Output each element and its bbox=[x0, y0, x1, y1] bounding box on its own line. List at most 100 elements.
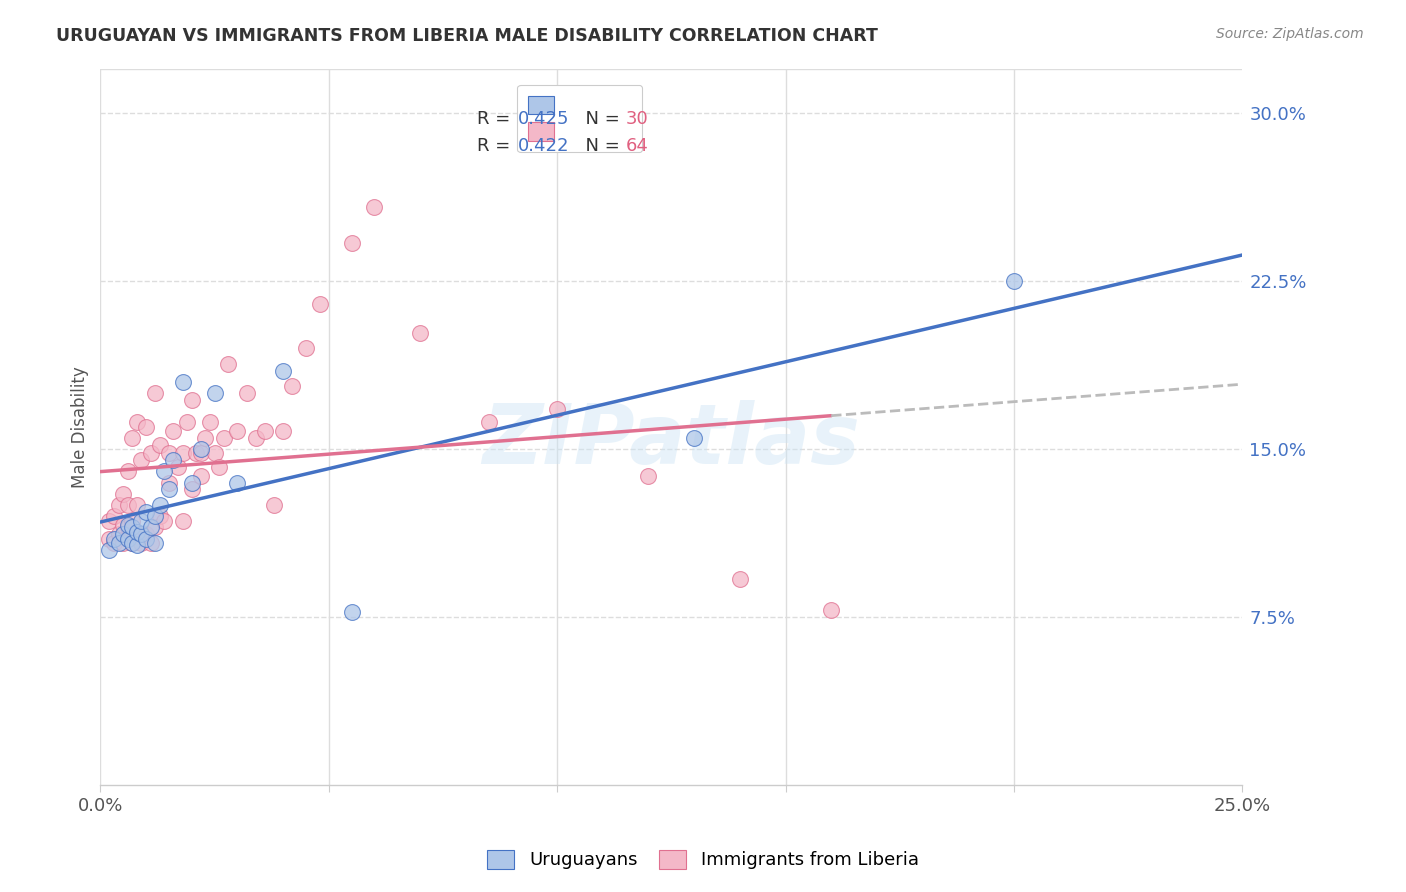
Point bbox=[121, 536, 143, 550]
Point bbox=[135, 532, 157, 546]
Text: URUGUAYAN VS IMMIGRANTS FROM LIBERIA MALE DISABILITY CORRELATION CHART: URUGUAYAN VS IMMIGRANTS FROM LIBERIA MAL… bbox=[56, 27, 879, 45]
Text: 30: 30 bbox=[626, 110, 648, 128]
Text: R =: R = bbox=[477, 110, 516, 128]
Point bbox=[190, 442, 212, 456]
Point bbox=[190, 468, 212, 483]
Point bbox=[131, 536, 153, 550]
Point bbox=[217, 357, 239, 371]
Point bbox=[112, 487, 135, 501]
Point bbox=[117, 520, 139, 534]
Point bbox=[117, 498, 139, 512]
Point bbox=[98, 542, 121, 557]
Point bbox=[117, 532, 139, 546]
Point bbox=[167, 459, 190, 474]
Point bbox=[121, 520, 143, 534]
Point bbox=[143, 509, 166, 524]
Point bbox=[139, 446, 162, 460]
Text: N =: N = bbox=[574, 110, 626, 128]
Point bbox=[212, 431, 235, 445]
Point bbox=[153, 464, 176, 478]
Point bbox=[139, 520, 162, 534]
Point bbox=[149, 498, 172, 512]
Point bbox=[271, 424, 294, 438]
Point bbox=[107, 527, 129, 541]
Text: 0.425: 0.425 bbox=[519, 110, 569, 128]
Legend:             ,             : , bbox=[517, 85, 643, 153]
Point bbox=[125, 524, 148, 539]
Point bbox=[121, 431, 143, 445]
Point bbox=[253, 424, 276, 438]
Point bbox=[98, 532, 121, 546]
Point bbox=[112, 536, 135, 550]
Point bbox=[125, 415, 148, 429]
Point bbox=[162, 424, 184, 438]
Point bbox=[103, 536, 125, 550]
Point bbox=[176, 415, 198, 429]
Point bbox=[103, 532, 125, 546]
Point bbox=[204, 446, 226, 460]
Point bbox=[180, 392, 202, 407]
Point bbox=[208, 459, 231, 474]
Point bbox=[107, 536, 129, 550]
Point bbox=[546, 401, 568, 416]
Point bbox=[153, 514, 176, 528]
Point bbox=[112, 527, 135, 541]
Point bbox=[683, 431, 706, 445]
Point bbox=[281, 379, 304, 393]
Point bbox=[125, 538, 148, 552]
Point bbox=[172, 446, 194, 460]
Point bbox=[820, 603, 842, 617]
Point bbox=[157, 475, 180, 490]
Point bbox=[121, 536, 143, 550]
Point bbox=[149, 509, 172, 524]
Point bbox=[143, 386, 166, 401]
Legend: Uruguayans, Immigrants from Liberia: Uruguayans, Immigrants from Liberia bbox=[478, 841, 928, 879]
Point bbox=[157, 483, 180, 497]
Point bbox=[180, 475, 202, 490]
Point bbox=[125, 498, 148, 512]
Text: R =: R = bbox=[477, 136, 516, 155]
Point bbox=[135, 527, 157, 541]
Point bbox=[409, 326, 432, 340]
Point bbox=[157, 446, 180, 460]
Point bbox=[1002, 274, 1025, 288]
Text: 64: 64 bbox=[626, 136, 648, 155]
Point bbox=[245, 431, 267, 445]
Point bbox=[180, 483, 202, 497]
Point bbox=[107, 498, 129, 512]
Point bbox=[131, 527, 153, 541]
Point bbox=[340, 236, 363, 251]
Point bbox=[295, 341, 318, 355]
Text: ZIPatlas: ZIPatlas bbox=[482, 401, 860, 482]
Point bbox=[172, 514, 194, 528]
Point bbox=[135, 505, 157, 519]
Point bbox=[143, 536, 166, 550]
Point bbox=[172, 375, 194, 389]
Point bbox=[135, 419, 157, 434]
Point bbox=[308, 296, 330, 310]
Text: Source: ZipAtlas.com: Source: ZipAtlas.com bbox=[1216, 27, 1364, 41]
Point bbox=[478, 415, 501, 429]
Point bbox=[131, 514, 153, 528]
Point bbox=[162, 453, 184, 467]
Point bbox=[226, 424, 249, 438]
Point bbox=[204, 386, 226, 401]
Point bbox=[143, 520, 166, 534]
Text: N =: N = bbox=[574, 136, 626, 155]
Point bbox=[226, 475, 249, 490]
Y-axis label: Male Disability: Male Disability bbox=[72, 366, 89, 488]
Point bbox=[198, 415, 221, 429]
Point bbox=[235, 386, 257, 401]
Point bbox=[363, 200, 385, 214]
Text: 0.422: 0.422 bbox=[519, 136, 569, 155]
Point bbox=[139, 536, 162, 550]
Point bbox=[728, 572, 751, 586]
Point bbox=[121, 514, 143, 528]
Point bbox=[98, 514, 121, 528]
Point bbox=[637, 468, 659, 483]
Point bbox=[194, 431, 217, 445]
Point bbox=[117, 464, 139, 478]
Point bbox=[149, 437, 172, 451]
Point bbox=[103, 509, 125, 524]
Point bbox=[340, 606, 363, 620]
